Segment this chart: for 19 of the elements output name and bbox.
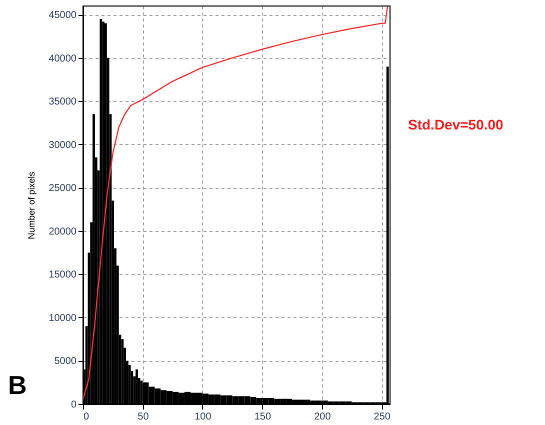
text: Std.Dev=50.00	[408, 116, 504, 132]
x-tick-label: 200	[314, 412, 332, 422]
y-tick-label: 45000	[48, 10, 77, 22]
y-axis-title: Number of pixels	[26, 171, 37, 240]
y-tick-label: 10000	[48, 312, 77, 324]
x-tick-label: 150	[254, 412, 272, 422]
x-tick-label: 100	[194, 412, 212, 422]
x-tick-label: 250	[374, 412, 391, 422]
text: B	[8, 370, 27, 400]
y-tick-label: 30000	[48, 140, 77, 151]
y-tick-label: 0	[70, 400, 77, 410]
y-tick-label: 40000	[48, 53, 77, 64]
y-tick-label: 15000	[48, 270, 77, 281]
y-tick-label: 5000	[54, 356, 77, 368]
y-tick-label: 25000	[48, 183, 77, 194]
y-tick-label: 20000	[48, 226, 77, 238]
x-tick-label: 0	[84, 412, 90, 422]
x-tick-label: 50	[138, 412, 150, 422]
y-tick-label: 35000	[48, 96, 77, 108]
